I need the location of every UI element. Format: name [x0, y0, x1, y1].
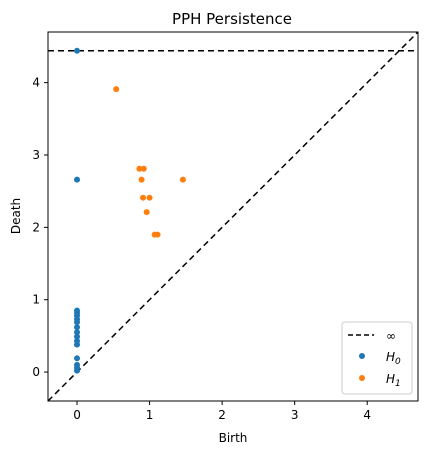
- y-tick-label: 3: [32, 148, 40, 162]
- y-tick-label: 1: [32, 293, 40, 307]
- y-tick-label: 4: [32, 76, 40, 90]
- x-tick-label: 3: [291, 408, 299, 422]
- plot-frame: [47, 31, 419, 402]
- x-tick-label: 0: [73, 408, 81, 422]
- point-h1-7: [143, 209, 150, 216]
- x-axis-label: Birth: [219, 431, 248, 445]
- point-h0-12: [74, 355, 81, 362]
- point-h0-11: [74, 341, 81, 348]
- point-h1-9: [154, 231, 161, 238]
- y-tick-label: 2: [32, 220, 40, 234]
- x-tick-label: 1: [146, 408, 154, 422]
- diagonal-line: [48, 32, 418, 401]
- y-axis-label: Death: [9, 198, 23, 234]
- legend-h1-marker: [359, 375, 365, 381]
- point-h0-0: [74, 47, 81, 54]
- point-h1-0: [113, 86, 120, 93]
- point-h0-9: [74, 333, 81, 340]
- legend-box: [341, 321, 413, 395]
- legend: ∞ H0 H1: [341, 321, 413, 395]
- x-tick-label: 2: [218, 408, 226, 422]
- legend-h0-label: H0: [386, 350, 401, 367]
- point-h0-7: [74, 324, 81, 331]
- point-h1-5: [140, 194, 147, 201]
- y-tick-label: 0: [32, 365, 40, 379]
- point-h0-1: [74, 176, 81, 183]
- legend-h0-marker: [359, 353, 365, 359]
- chart-title: PPH Persistence: [172, 10, 292, 28]
- point-h1-3: [138, 176, 145, 183]
- point-h0-15: [74, 367, 81, 374]
- point-h1-6: [146, 194, 153, 201]
- point-h1-4: [179, 176, 186, 183]
- point-h1-2: [140, 165, 147, 172]
- point-h0-6: [74, 319, 81, 326]
- point-h0-8: [74, 329, 81, 336]
- axes-ticks: 0 1 2 3 4 0 1 2 3 4: [32, 76, 371, 422]
- plot-area: [48, 32, 418, 401]
- x-tick-label: 4: [363, 408, 371, 422]
- legend-h1-label: H1: [386, 372, 401, 389]
- point-h1-1: [136, 165, 143, 172]
- legend-infinity-label: ∞: [386, 329, 396, 343]
